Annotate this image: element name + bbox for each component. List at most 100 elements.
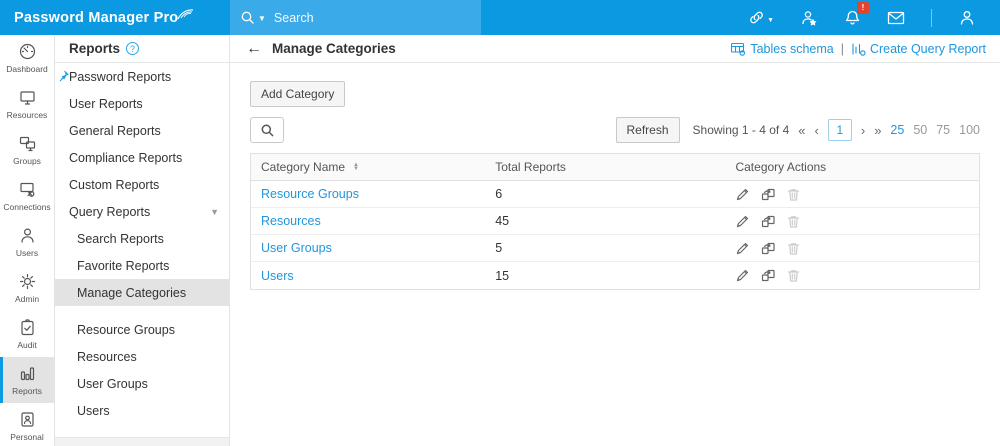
search-scope-caret-icon[interactable]: ▼ [258,14,266,23]
table-search-button[interactable] [250,117,284,143]
help-icon[interactable]: ? [126,42,140,55]
sidebar-item-search-reports[interactable]: Search Reports [77,231,164,246]
move-reports-icon[interactable] [760,187,776,202]
profile-icon[interactable] [958,9,976,27]
category-link[interactable]: Resources [261,214,321,228]
connections-icon [19,182,34,197]
add-category-button[interactable]: Add Category [250,81,346,107]
edit-category-icon[interactable] [735,268,750,283]
sidebar-item-favorite-reports[interactable]: Favorite Reports [77,258,170,273]
global-search: ▼ [230,0,481,35]
sidebar-item-manage-categories[interactable]: Manage Categories [55,279,229,306]
primary-nav-rail: Dashboard Resources Groups Connections [0,35,55,446]
prev-page-icon[interactable]: ‹ [814,122,819,138]
sidebar-item-password-reports[interactable]: Password Reports [55,63,229,90]
move-reports-icon[interactable] [760,241,776,256]
page-size-100[interactable]: 100 [959,123,980,137]
move-reports-icon[interactable] [760,214,776,229]
next-page-icon[interactable]: › [860,122,866,138]
header-link-separator: | [840,41,844,56]
search-icon [261,124,273,136]
nav-item-personal[interactable]: Personal [0,403,54,446]
sidebar-item-general-reports[interactable]: General Reports [69,123,161,138]
tables-schema-link[interactable]: Tables schema [730,42,834,56]
category-link[interactable]: Resource Groups [261,187,359,201]
table-row: Users 15 [251,262,979,289]
last-page-icon[interactable]: » [874,122,882,138]
edit-category-icon[interactable] [735,241,750,256]
nav-item-connections[interactable]: Connections [0,173,54,219]
sidebar-item-query-reports[interactable]: Query Reports ▼ [69,204,219,219]
search-icon[interactable] [240,10,256,26]
table-row: Resources 45 [251,208,979,235]
nav-item-admin[interactable]: Admin [0,265,54,311]
admin-gear-icon [19,273,35,290]
current-page-box[interactable]: 1 [827,119,852,141]
delete-category-icon [786,241,801,256]
categories-table: Category Name ▲ ▼ Total Reports Category … [250,153,980,290]
groups-icon [19,136,35,152]
first-page-icon[interactable]: « [798,122,806,138]
mail-icon[interactable] [887,11,905,25]
user-star-icon[interactable] [800,9,818,27]
page-size-50[interactable]: 50 [913,123,928,137]
table-schema-icon [731,42,746,56]
pin-icon [59,70,69,82]
personal-icon [20,412,34,427]
sidebar-item-compliance-reports[interactable]: Compliance Reports [69,150,183,165]
pagination-controls: Refresh Showing 1 - 4 of 4 « ‹ 1 › » 25 … [615,117,980,143]
move-reports-icon[interactable] [760,268,776,283]
nav-item-users[interactable]: Users [0,219,54,265]
nav-item-audit[interactable]: Audit [0,311,54,357]
nav-item-reports[interactable]: Reports [0,357,54,403]
back-arrow-icon[interactable]: ← [246,39,262,57]
page-size-75[interactable]: 75 [936,123,951,137]
edit-category-icon[interactable] [735,214,750,229]
app-logo: Password Manager Pro [0,0,230,35]
total-reports-value: 6 [495,187,503,201]
quick-link-caret-icon: ▼ [767,17,774,24]
sidebar-item-users[interactable]: Users [77,403,110,418]
reports-sidebar: Reports ? Password Reports User Reports … [55,35,230,446]
edit-category-icon[interactable] [735,187,750,202]
sidebar-divider [55,306,229,316]
nav-item-resources[interactable]: Resources [0,81,54,127]
toolbar-row: Refresh Showing 1 - 4 of 4 « ‹ 1 › » 25 … [250,117,980,143]
sidebar-title: Reports ? [55,35,229,63]
refresh-button[interactable]: Refresh [615,117,680,143]
resources-icon [19,91,35,105]
column-category-actions: Category Actions [735,160,827,174]
sidebar-item-resource-groups[interactable]: Resource Groups [77,322,175,337]
topbar-spacer [481,0,748,35]
delete-category-icon [786,187,801,202]
notification-badge: ! [857,1,869,14]
table-header-row: Category Name ▲ ▼ Total Reports Category … [251,154,979,181]
table-row: Resource Groups 6 [251,181,979,208]
create-query-report-link[interactable]: Create Query Report [851,42,986,56]
logo-swoosh-icon [177,8,194,19]
nav-item-dashboard[interactable]: Dashboard [0,35,54,81]
sidebar-item-user-groups[interactable]: User Groups [77,376,148,391]
sidebar-item-custom-reports[interactable]: Custom Reports [69,177,160,192]
column-total-reports: Total Reports [495,160,566,174]
page-title: Manage Categories [272,41,396,56]
category-link[interactable]: User Groups [261,241,332,255]
content-body: Add Category Refresh Showing 1 - 4 of 4 … [230,63,1000,290]
page-size-25[interactable]: 25 [890,123,905,137]
quick-link-icon[interactable]: ▼ [748,9,774,26]
app-logo-text: Password Manager Pro [14,9,179,26]
chevron-down-icon: ▼ [210,206,219,217]
reports-icon [20,367,34,381]
search-input[interactable] [273,10,424,25]
showing-text: Showing 1 - 4 of 4 [692,123,790,137]
total-reports-value: 5 [495,241,503,255]
nav-item-groups[interactable]: Groups [0,127,54,173]
sidebar-item-resources[interactable]: Resources [77,349,137,364]
topbar-divider [931,8,932,27]
query-report-icon [852,42,866,56]
category-link[interactable]: Users [261,268,294,283]
sidebar-item-user-reports[interactable]: User Reports [69,96,143,111]
notifications-bell-icon[interactable]: ! [844,1,869,27]
sort-icon[interactable]: ▲ ▼ [353,162,359,172]
main-content: ← Manage Categories Tables schema | [230,35,1000,446]
